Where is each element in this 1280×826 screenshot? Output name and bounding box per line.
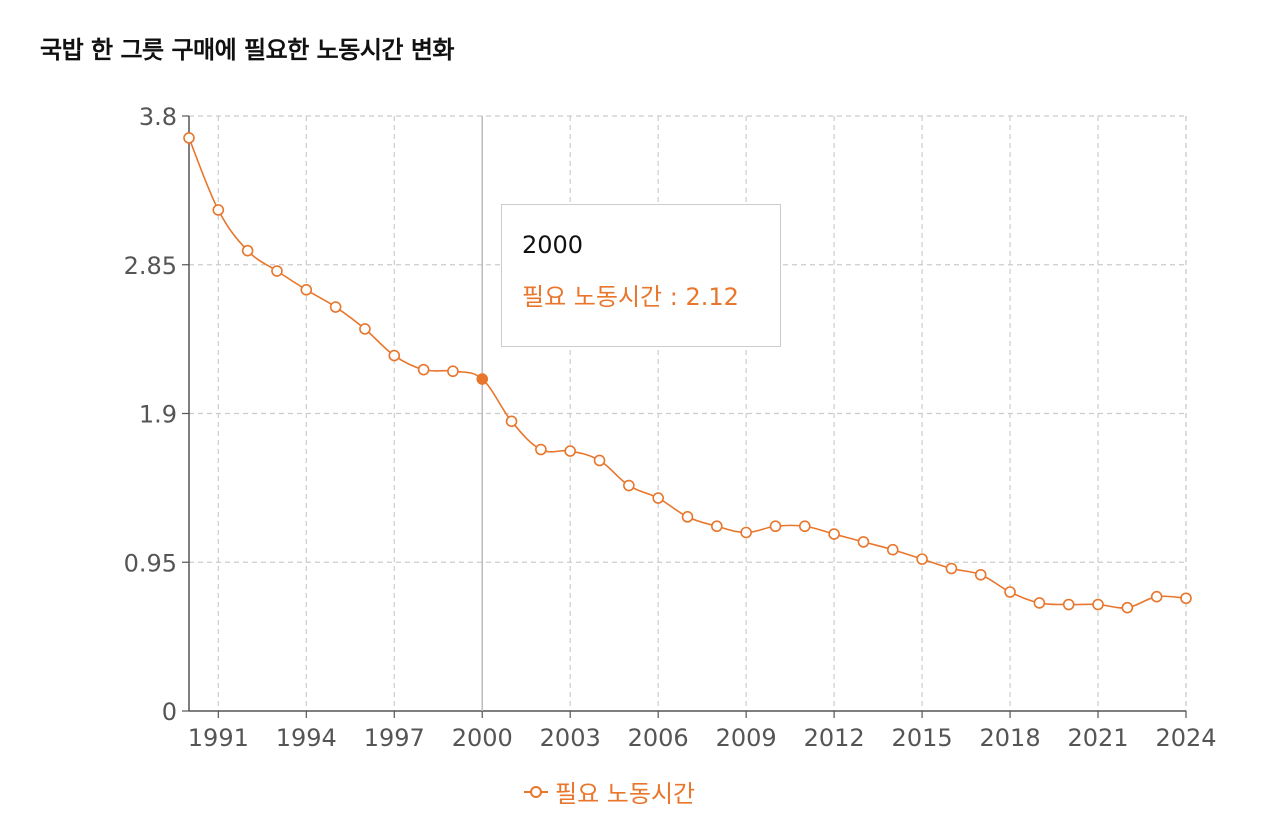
x-tick-label: 2003 [540,724,601,752]
data-point[interactable] [1033,597,1046,609]
data-point[interactable] [329,301,342,313]
data-point[interactable] [1004,586,1016,598]
data-point[interactable] [505,415,518,428]
x-tick-label: 1994 [276,724,337,752]
data-point[interactable] [241,244,254,257]
x-tick-label: 2012 [804,724,865,752]
data-point[interactable] [564,445,577,457]
legend-marker-icon [524,785,548,798]
x-tick-label: 2024 [1155,724,1216,752]
data-point[interactable] [183,132,195,144]
data-point[interactable] [1121,601,1134,614]
data-point[interactable] [388,349,401,362]
tooltip-row: 필요 노동시간 : 2.12 [522,277,760,312]
x-tick-label: 2000 [452,724,513,752]
tooltip-x-label: 2000 [522,231,584,259]
y-tick-label: 0.95 [124,549,177,577]
x-tick-label: 2021 [1067,724,1128,752]
x-tick-label: 2009 [716,724,777,752]
data-point[interactable] [798,520,811,533]
chart-title: 국밥 한 그릇 구매에 필요한 노동시간 변화 [40,36,455,64]
data-point[interactable] [447,365,459,378]
data-point[interactable] [1150,590,1163,603]
data-point[interactable] [740,526,752,539]
data-point[interactable] [535,443,547,456]
data-point[interactable] [593,454,606,467]
data-point[interactable] [974,568,987,581]
x-tick-label: 2015 [892,724,953,752]
data-point[interactable] [886,543,899,556]
legend-label: 필요 노동시간 [555,780,696,808]
data-point-active[interactable] [476,373,489,385]
data-point[interactable] [1062,598,1075,611]
tooltip-separator: : [662,283,686,311]
data-point[interactable] [623,479,635,492]
x-axis-tick-labels: 1991 1994 1997 2000 2003 2006 2009 2012 2015 2018… [188,724,1217,752]
data-point[interactable] [1180,592,1192,605]
data-point[interactable] [769,520,782,533]
x-tick-label: 1991 [188,724,249,752]
x-tick-label: 1997 [364,724,425,752]
data-point[interactable] [828,528,840,540]
data-point[interactable] [681,511,694,523]
data-point[interactable] [711,520,723,533]
y-tick-label: 3.8 [139,103,177,131]
data-point[interactable] [857,536,870,548]
tooltip-series-name: 필요 노동시간 [522,283,663,311]
y-axis-tick-labels: 0 0.95 1.9 2.85 3.8 [124,103,177,726]
data-point[interactable] [212,204,225,216]
data-point[interactable] [1092,598,1104,611]
y-tick-label: 0 [162,698,177,726]
series-points [183,132,1192,614]
data-point[interactable] [916,553,928,565]
tooltip: 2000 필요 노동시간 : 2.12 [501,204,781,347]
data-point[interactable] [359,323,371,335]
x-tick-label: 2006 [628,724,689,752]
data-point[interactable] [417,363,430,376]
legend-item[interactable]: 필요 노동시간 [523,774,695,809]
x-tick-label: 2018 [980,724,1041,752]
y-tick-label: 1.9 [139,401,177,429]
data-point[interactable] [271,265,283,277]
data-point[interactable] [945,562,958,575]
axes [182,115,1187,718]
tooltip-value: 2.12 [685,283,739,311]
y-tick-label: 2.85 [124,252,177,280]
data-point[interactable] [300,284,313,296]
data-point[interactable] [652,492,664,504]
